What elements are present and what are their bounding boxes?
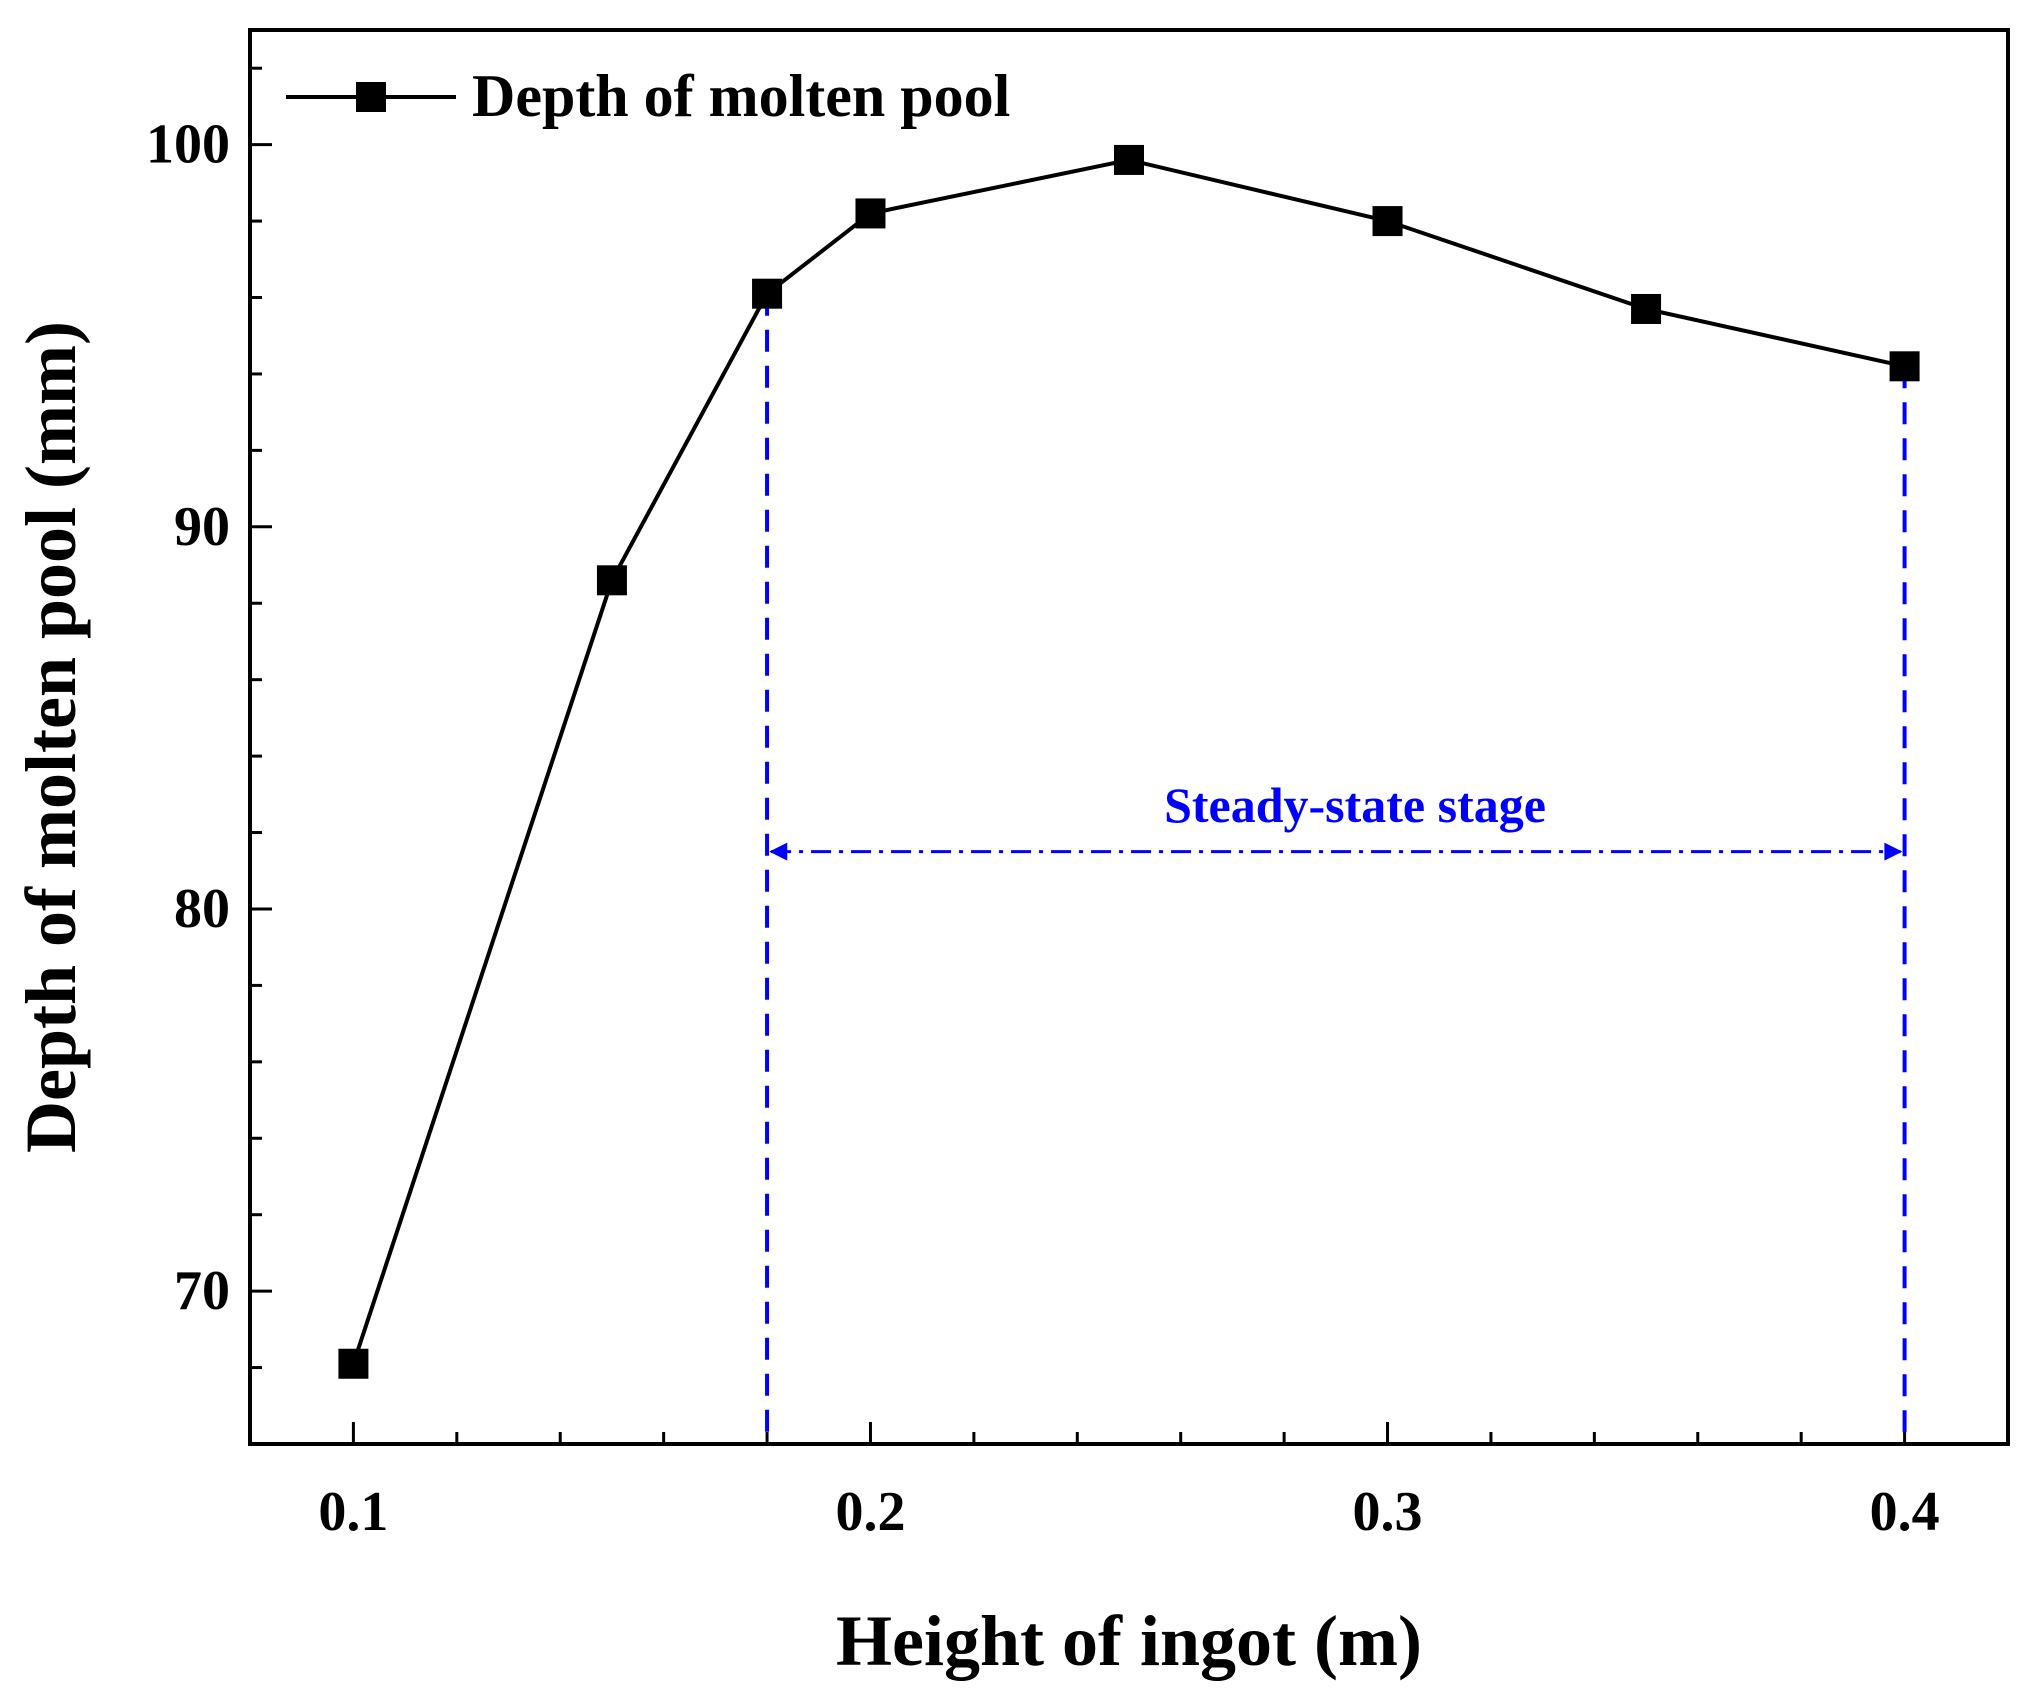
- series-line: [351, 157, 1906, 1365]
- y-tick-labels: 70 80 90 100: [146, 114, 230, 1322]
- y-tick-label: 70: [174, 1260, 230, 1322]
- annotation-label: Steady-state stage: [1164, 777, 1546, 833]
- data-point-marker: [338, 1348, 369, 1379]
- x-tick-label: 0.4: [1870, 1481, 1940, 1543]
- steady-state-annotation: [765, 293, 1907, 1444]
- x-tick-labels: 0.1 0.2 0.3 0.4: [318, 1481, 1939, 1543]
- data-point-marker: [1372, 206, 1403, 237]
- data-point-marker: [596, 565, 627, 596]
- x-tick-label: 0.3: [1353, 1481, 1423, 1543]
- y-axis-label: Depth of molten pool (mm): [11, 321, 91, 1153]
- data-point-marker: [752, 278, 783, 309]
- y-tick-label: 90: [174, 496, 230, 558]
- data-point-marker: [1114, 144, 1144, 175]
- data-point-marker: [1889, 351, 1920, 382]
- x-tick-label: 0.1: [318, 1481, 388, 1543]
- x-tick-label: 0.2: [835, 1481, 905, 1543]
- x-axis-label: Height of ingot (m): [836, 1601, 1422, 1681]
- y-tick-label: 80: [174, 878, 230, 940]
- series-group: [338, 144, 1920, 1379]
- y-tick-label: 100: [146, 114, 230, 176]
- axis-ticks: [248, 66, 2010, 1446]
- legend: Depth of molten pool: [286, 63, 1010, 129]
- plot-frame: [248, 28, 2010, 1446]
- legend-label: Depth of molten pool: [472, 63, 1010, 129]
- data-point-marker: [1631, 293, 1662, 324]
- data-point-marker: [855, 198, 886, 229]
- legend-marker-swatch: [356, 82, 386, 112]
